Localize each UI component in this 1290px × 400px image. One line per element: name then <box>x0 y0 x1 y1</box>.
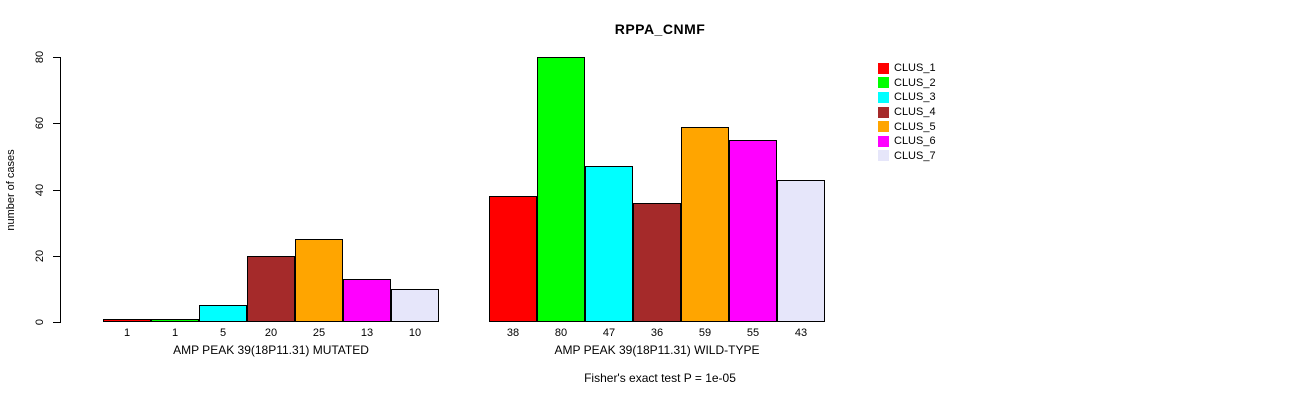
bar-value-label: 80 <box>554 327 568 339</box>
legend-swatch-clus_2 <box>878 77 889 89</box>
bar-value-label: 20 <box>264 327 278 339</box>
legend-swatch-clus_4 <box>878 106 889 118</box>
y-tick-label: 60 <box>34 117 46 130</box>
y-axis-line <box>60 57 61 323</box>
bar-clus_5 <box>681 127 729 322</box>
y-tick <box>53 57 60 58</box>
bar-clus_4 <box>247 256 295 322</box>
legend-row: CLUS_7 <box>878 149 936 164</box>
group-label: AMP PEAK 39(18P11.31) MUTATED <box>173 343 369 357</box>
bar-value-row: 1 1 5 20 25 13 10 <box>103 327 439 339</box>
bar-clus_1 <box>103 319 151 322</box>
legend-swatch-clus_7 <box>878 150 889 162</box>
y-tick-label: 40 <box>34 183 46 196</box>
legend-row: CLUS_3 <box>878 90 936 105</box>
legend-label: CLUS_6 <box>894 135 936 148</box>
bar-group <box>103 239 439 322</box>
legend-label: CLUS_2 <box>894 76 936 89</box>
legend-row: CLUS_1 <box>878 61 936 76</box>
bar-clus_3 <box>199 305 247 322</box>
legend-label: CLUS_3 <box>894 91 936 104</box>
legend-swatch-clus_1 <box>878 62 889 74</box>
y-tick-label: 0 <box>34 318 46 326</box>
legend-swatch-clus_3 <box>878 91 889 103</box>
bar-clus_2 <box>537 57 585 322</box>
legend-swatch-clus_6 <box>878 135 889 147</box>
y-tick <box>53 123 60 125</box>
chart-title: RPPA_CNMF <box>614 21 706 37</box>
bar-value-label: 10 <box>408 327 422 339</box>
bar-value-label: 1 <box>123 327 131 339</box>
legend-label: CLUS_5 <box>894 120 936 133</box>
bar-clus_5 <box>295 239 343 322</box>
bar-value-label: 38 <box>506 327 520 339</box>
y-axis-label: number of cases <box>5 149 17 231</box>
bar-clus_3 <box>585 166 633 322</box>
footnote: Fisher's exact test P = 1e-05 <box>584 371 736 385</box>
bar-clus_1 <box>489 196 537 322</box>
bar-value-label: 36 <box>650 327 664 339</box>
y-tick <box>53 189 60 191</box>
bar-value-label: 55 <box>746 327 760 339</box>
bar-value-label: 25 <box>312 327 326 339</box>
bar-clus_7 <box>777 180 825 322</box>
legend: CLUS_1 CLUS_2 CLUS_3 CLUS_4 CLUS_5 CLUS_6 CLUS… <box>878 61 936 163</box>
legend-row: CLUS_4 <box>878 105 936 120</box>
legend-label: CLUS_1 <box>894 62 936 75</box>
legend-row: CLUS_2 <box>878 76 936 91</box>
bar-group <box>489 57 825 322</box>
bar-value-row: 38 80 47 36 59 55 43 <box>489 327 825 339</box>
bar-value-label: 59 <box>698 327 712 339</box>
y-tick <box>53 255 60 257</box>
bar-value-label: 1 <box>171 327 179 339</box>
bar-value-label: 43 <box>794 327 808 339</box>
bar-clus_4 <box>633 203 681 322</box>
bar-value-label: 47 <box>602 327 616 339</box>
y-tick-label: 20 <box>34 249 46 262</box>
bar-clus_2 <box>151 319 199 322</box>
legend-label: CLUS_4 <box>894 106 936 119</box>
y-tick <box>53 322 60 323</box>
bar-clus_6 <box>343 279 391 322</box>
legend-swatch-clus_5 <box>878 121 889 133</box>
legend-row: CLUS_5 <box>878 119 936 134</box>
bar-clus_6 <box>729 140 777 322</box>
bar-value-label: 13 <box>360 327 374 339</box>
y-tick-label: 80 <box>34 50 46 64</box>
legend-label: CLUS_7 <box>894 149 936 162</box>
group-label: AMP PEAK 39(18P11.31) WILD-TYPE <box>554 343 760 357</box>
bar-value-label: 5 <box>219 327 227 339</box>
legend-row: CLUS_6 <box>878 134 936 149</box>
bar-clus_7 <box>391 289 439 322</box>
